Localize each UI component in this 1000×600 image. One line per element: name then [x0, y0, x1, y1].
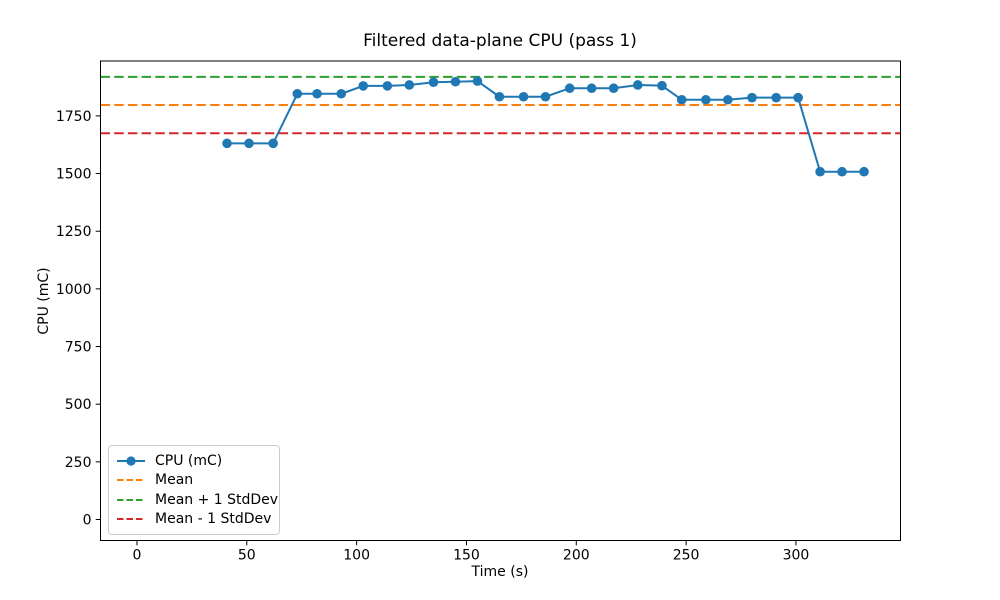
data-point-marker	[701, 94, 711, 105]
data-point-marker	[494, 91, 505, 102]
legend-entry-mean-minus-stddev: Mean - 1 StdDev	[116, 512, 272, 526]
data-point-marker	[222, 138, 232, 149]
legend-label-cpu: CPU (mC)	[155, 453, 223, 470]
plot-frame	[100, 60, 901, 541]
data-point-marker	[815, 166, 825, 177]
data-point-marker	[404, 80, 415, 90]
y-tick-label: 0	[83, 513, 92, 529]
data-point-marker	[657, 80, 667, 91]
chart-title: Filtered data-plane CPU (pass 1)	[363, 31, 637, 51]
y-axis-label: CPU (mC)	[36, 267, 52, 335]
y-tick-label: 1500	[56, 167, 92, 183]
data-point-marker	[244, 138, 254, 149]
legend: CPU (mC) Mean Mean + 1 StdDev Mean - 1 S…	[108, 445, 280, 535]
x-tick-label: 150	[453, 548, 480, 564]
data-point-marker	[358, 81, 369, 91]
data-point-marker	[747, 92, 757, 103]
data-point-marker	[312, 88, 322, 99]
legend-entry-mean: Mean	[116, 473, 272, 487]
data-point-marker	[608, 83, 619, 94]
legend-label-mean-plus-stddev: Mean + 1 StdDev	[155, 491, 279, 508]
data-point-marker	[428, 77, 439, 88]
data-point-marker	[518, 91, 529, 102]
legend-handle-mean-plus-dashed-icon	[117, 498, 145, 501]
data-point-marker	[771, 92, 781, 103]
y-tick-label: 1250	[56, 224, 92, 240]
data-point-marker	[837, 166, 847, 177]
data-point-marker	[540, 91, 551, 102]
y-tick-label: 250	[65, 455, 92, 471]
data-point-marker	[268, 138, 278, 149]
legend-label-mean-minus-stddev: Mean - 1 StdDev	[155, 510, 272, 527]
data-point-marker	[723, 94, 733, 105]
x-axis-label: Time (s)	[471, 564, 529, 580]
y-tick-label: 1750	[56, 109, 92, 125]
data-point-marker	[336, 88, 347, 99]
data-point-marker	[859, 166, 869, 177]
data-point-marker	[632, 80, 643, 90]
data-point-marker	[564, 83, 575, 94]
legend-entry-cpu: CPU (mC)	[116, 454, 272, 468]
y-tick-label: 750	[65, 340, 92, 356]
data-point-marker	[382, 81, 393, 91]
data-point-marker	[450, 76, 461, 87]
legend-handle-mean-minus-dashed-icon	[117, 517, 145, 520]
data-point-marker	[292, 88, 303, 99]
x-tick-label: 100	[343, 548, 370, 564]
data-point-marker	[472, 76, 483, 86]
y-tick-label: 1000	[56, 282, 92, 298]
data-point-marker	[676, 94, 687, 105]
x-tick-label: 300	[783, 548, 810, 564]
legend-label-mean: Mean	[155, 472, 194, 489]
legend-handle-cpu-line-icon	[117, 456, 145, 466]
x-tick-label: 0	[133, 548, 142, 564]
x-tick-label: 250	[673, 548, 700, 564]
legend-entry-mean-plus-stddev: Mean + 1 StdDev	[116, 493, 278, 507]
x-tick-label: 50	[238, 548, 256, 564]
y-tick-label: 500	[65, 397, 92, 413]
x-tick-label: 200	[563, 548, 590, 564]
legend-handle-mean-dashed-icon	[117, 479, 145, 482]
data-point-marker	[793, 92, 803, 103]
data-point-marker	[586, 83, 597, 94]
